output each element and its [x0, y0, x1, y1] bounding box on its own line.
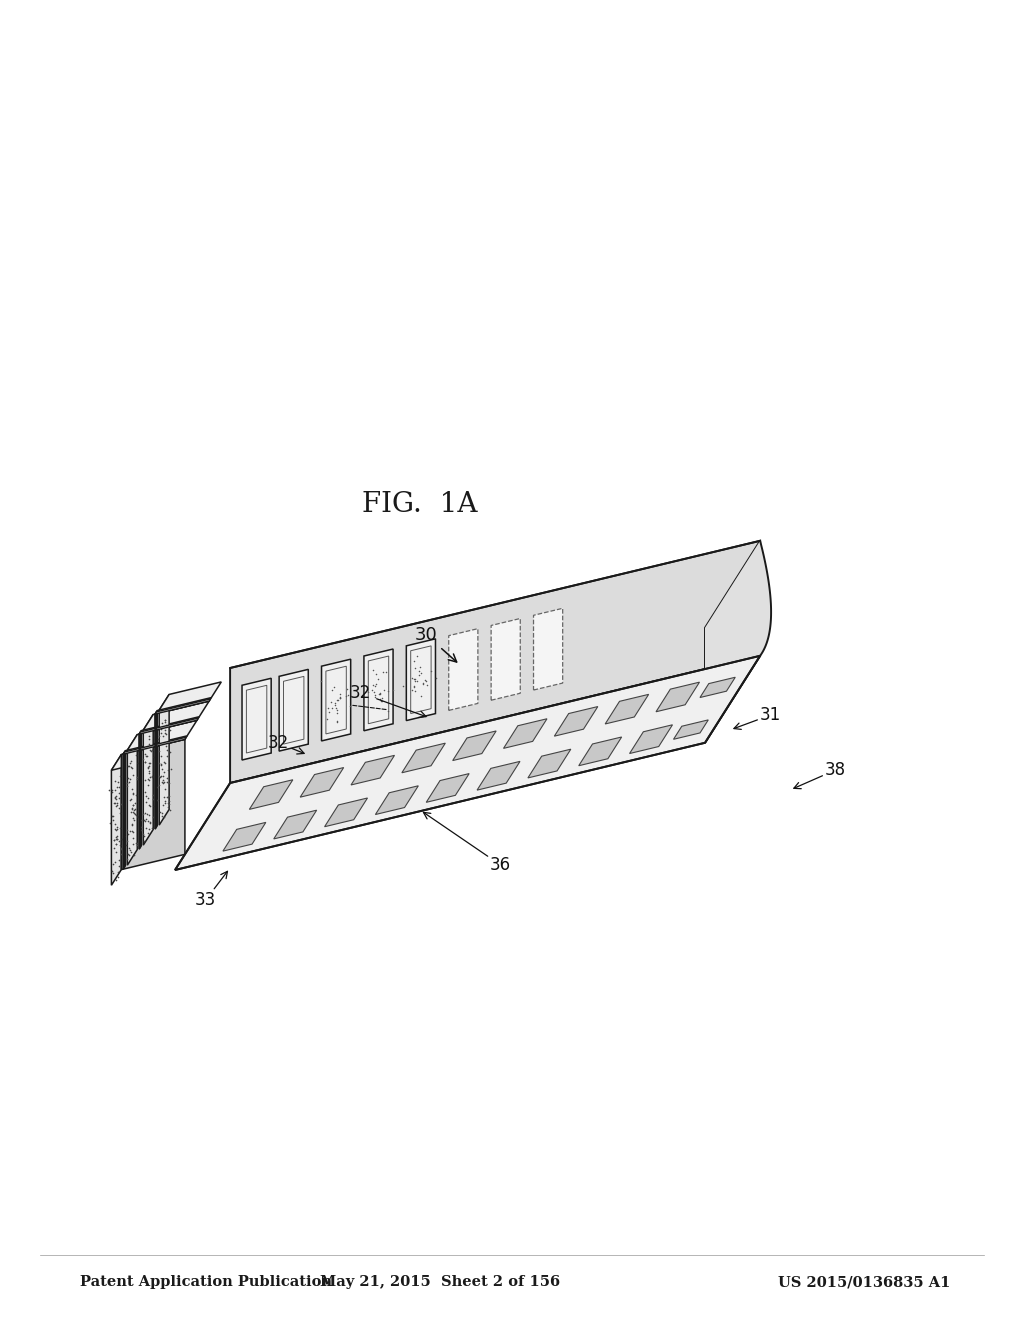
Polygon shape: [155, 697, 211, 714]
Text: 30: 30: [415, 626, 457, 663]
Polygon shape: [630, 725, 673, 754]
Text: 32: 32: [350, 684, 426, 718]
Text: FIG.  1A: FIG. 1A: [362, 491, 478, 519]
Polygon shape: [139, 731, 140, 849]
Polygon shape: [407, 639, 435, 721]
Text: US 2015/0136835 A1: US 2015/0136835 A1: [777, 1275, 950, 1290]
Polygon shape: [705, 541, 760, 743]
Polygon shape: [139, 730, 141, 849]
Polygon shape: [674, 719, 709, 739]
Polygon shape: [280, 669, 308, 751]
Polygon shape: [112, 739, 185, 771]
Polygon shape: [579, 737, 622, 766]
Polygon shape: [492, 619, 520, 700]
Polygon shape: [300, 767, 344, 797]
Polygon shape: [351, 755, 394, 785]
Polygon shape: [376, 785, 419, 814]
Text: 38: 38: [794, 762, 846, 788]
Polygon shape: [112, 755, 121, 886]
Polygon shape: [322, 659, 350, 741]
Polygon shape: [159, 682, 221, 710]
Text: 33: 33: [195, 871, 227, 909]
Polygon shape: [325, 799, 368, 826]
Polygon shape: [364, 649, 393, 731]
Polygon shape: [700, 677, 735, 697]
Polygon shape: [242, 678, 271, 760]
Polygon shape: [143, 701, 209, 730]
Text: 31: 31: [734, 706, 781, 730]
Text: 36: 36: [424, 812, 511, 874]
Polygon shape: [155, 698, 211, 714]
Polygon shape: [159, 694, 169, 825]
Polygon shape: [175, 656, 760, 870]
Polygon shape: [143, 714, 154, 845]
Polygon shape: [155, 711, 157, 829]
Polygon shape: [705, 541, 771, 743]
Polygon shape: [123, 752, 125, 869]
Polygon shape: [123, 737, 186, 754]
Text: 32: 32: [268, 734, 304, 754]
Polygon shape: [223, 822, 266, 851]
Polygon shape: [656, 682, 699, 711]
Polygon shape: [426, 774, 469, 803]
Text: May 21, 2015  Sheet 2 of 156: May 21, 2015 Sheet 2 of 156: [319, 1275, 560, 1290]
Polygon shape: [554, 706, 598, 737]
Polygon shape: [155, 710, 158, 829]
Polygon shape: [139, 717, 200, 734]
Polygon shape: [477, 762, 520, 791]
Polygon shape: [250, 780, 293, 809]
Polygon shape: [453, 731, 497, 760]
Polygon shape: [449, 628, 478, 710]
Polygon shape: [123, 735, 187, 754]
Polygon shape: [121, 739, 185, 870]
Polygon shape: [139, 718, 199, 734]
Text: Patent Application Publication: Patent Application Publication: [80, 1275, 332, 1290]
Polygon shape: [605, 694, 648, 723]
Polygon shape: [534, 609, 562, 690]
Polygon shape: [401, 743, 445, 772]
Polygon shape: [273, 810, 316, 840]
Polygon shape: [504, 719, 547, 748]
Polygon shape: [230, 541, 760, 783]
Polygon shape: [528, 750, 570, 777]
Polygon shape: [127, 721, 197, 750]
Polygon shape: [127, 734, 137, 865]
Polygon shape: [123, 751, 125, 869]
